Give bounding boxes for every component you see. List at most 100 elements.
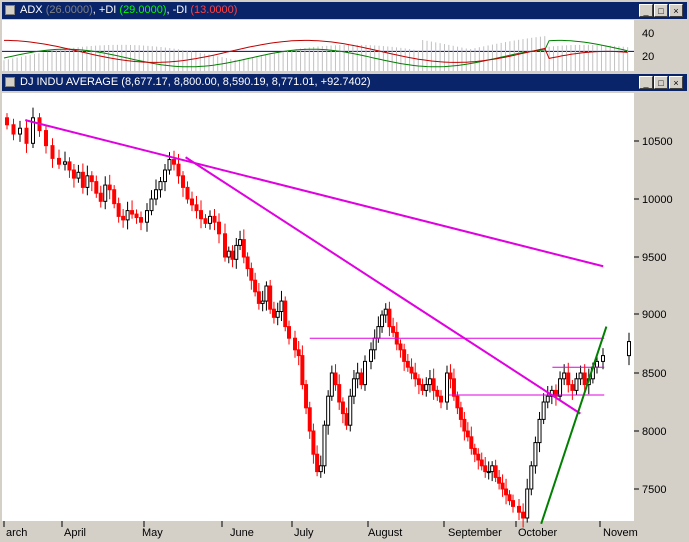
candle-body [483,465,488,473]
candle-body [504,488,509,496]
candle-body [369,349,373,362]
candle-body [238,239,243,246]
candle-body [511,500,515,507]
candle-body [185,186,190,200]
candle-body [387,308,392,328]
candle-body [279,300,284,313]
candle-body [462,418,467,432]
candle-body [416,378,421,386]
candle-body [24,127,29,144]
candle-body [241,239,246,258]
maximize-button[interactable]: □ [654,4,668,17]
price-title: DJ INDU AVERAGE [20,76,119,88]
candle-body [451,378,456,397]
candle-body [139,217,143,223]
candle-body [44,130,48,147]
price-window[interactable]: DJ INDU AVERAGE (8,677.17, 8,800.00, 8,5… [0,74,689,541]
price-chart: 10500 10000 9500 9000 8500 8000 7500 arch April… [2,93,673,539]
candle-body [469,436,474,449]
y-tick-label: 7500 [642,484,666,496]
x-tick-label: July [294,527,314,539]
candle-body [245,256,250,270]
window-menu-icon[interactable] [5,5,15,15]
candle-body [121,215,126,221]
candle-body [322,424,327,467]
candle-body [260,300,265,304]
adx-value: (26.0000) [45,4,93,16]
adx-chart: 40 20 [2,20,654,71]
close-button[interactable]: × [669,4,683,17]
candle-body [445,372,449,403]
candle-body [307,407,312,432]
candle-body [112,189,117,205]
candle-body [601,355,605,362]
window-menu-icon[interactable] [5,77,15,87]
candle-body [268,285,273,310]
candle-body [176,163,181,177]
pdi-label: +DI [98,4,117,16]
candle-body [203,218,208,224]
candle-body [627,341,631,357]
candle-body [435,389,440,397]
close-button[interactable]: × [669,76,683,89]
candle-body [158,181,163,191]
candle-body [194,204,199,212]
candle-body [63,161,67,165]
candle-body [145,210,149,223]
y-tick-label: 9000 [642,309,666,321]
candle-body [372,337,377,351]
candle-body [329,372,334,397]
candle-body [163,169,167,183]
candle-body [409,366,414,374]
x-tick-label: Novem [603,527,638,539]
candle-body [507,494,512,502]
candle-body [217,221,221,235]
x-tick-label: May [142,527,163,539]
candle-body [71,169,76,179]
candle-body [154,189,158,200]
mdi-line [4,39,628,63]
candle-body [256,291,261,304]
candle-body [490,465,495,473]
minimize-button[interactable]: _ [639,4,653,17]
minimize-button[interactable]: _ [639,76,653,89]
candle-body [420,384,425,391]
candle-body [300,355,305,386]
candle-body [311,430,316,455]
candle-body [125,210,130,221]
candle-body [208,215,212,224]
adx-window[interactable]: ADX (26.0000), +DI (29.0000), -DI (13.00… [0,0,689,72]
candle-body [558,378,563,397]
y-tick-label: 10500 [642,136,673,148]
candle-body [226,250,231,258]
candle-body [359,372,364,386]
adx-y-tick: 40 [642,28,654,40]
price-title-bar[interactable]: DJ INDU AVERAGE (8,677.17, 8,800.00, 8,5… [2,74,687,91]
candle-body [94,181,99,194]
candle-body [465,430,470,438]
candle-body [424,384,429,391]
candle-body [553,389,558,397]
candle-body [167,159,172,171]
candle-body [405,360,410,368]
adx-title-bar[interactable]: ADX (26.0000), +DI (29.0000), -DI (13.00… [2,2,687,19]
maximize-button[interactable]: □ [654,76,668,89]
candle-body [570,384,575,391]
candle-body [351,378,356,397]
candle-body [517,505,521,513]
candle-body [296,349,301,357]
candle-body [458,407,463,420]
candle-body [149,198,154,212]
candle-body [383,308,388,316]
mdi-value: (13.0000) [190,4,238,16]
candle-body [533,442,538,467]
candle-body [326,395,331,426]
candle-body [402,349,407,362]
candle-body [76,171,81,179]
candle-body [355,372,360,380]
trendline [185,156,581,415]
candle-body [472,447,477,455]
y-tick-label: 9500 [642,252,666,264]
candle-body [85,175,90,188]
candle-body [431,378,436,391]
